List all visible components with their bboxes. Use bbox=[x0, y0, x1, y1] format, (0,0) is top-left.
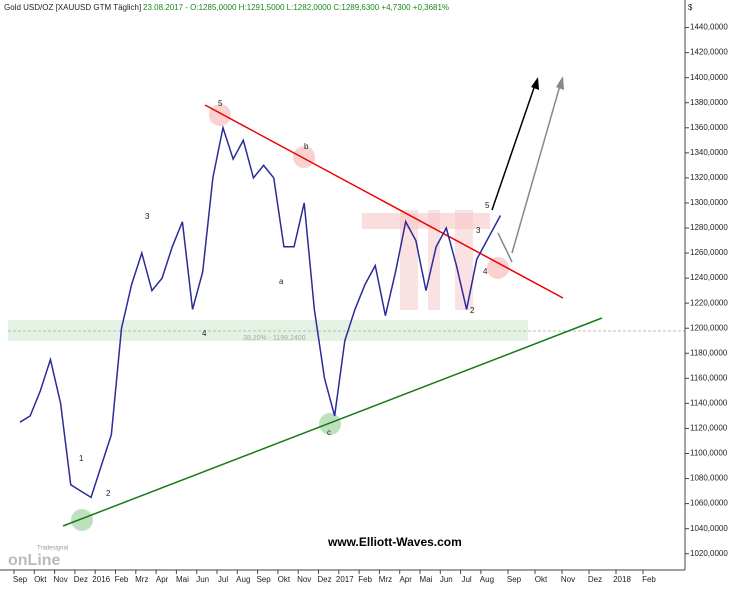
arrow bbox=[497, 232, 513, 263]
y-tick-label: 1240,0000 bbox=[690, 273, 728, 282]
y-tick-label: 1320,0000 bbox=[690, 173, 728, 182]
y-tick-label: 1160,0000 bbox=[690, 373, 728, 382]
y-tick-label: 1400,0000 bbox=[690, 73, 728, 82]
y-tick-label: 1300,0000 bbox=[690, 198, 728, 207]
resistance-line bbox=[204, 104, 564, 299]
x-tick-label: Okt bbox=[278, 575, 291, 584]
wave-label: 3 bbox=[476, 226, 481, 235]
x-tick-label: 2016 bbox=[92, 575, 110, 584]
arrow-head bbox=[531, 77, 539, 90]
arrow bbox=[511, 81, 562, 254]
x-tick-label: Mrz bbox=[135, 575, 148, 584]
price-line bbox=[19, 124, 502, 499]
x-tick-label: Dez bbox=[588, 575, 602, 584]
x-tick-label: Mrz bbox=[379, 575, 392, 584]
x-tick-label: Jul bbox=[461, 575, 471, 584]
marker bbox=[71, 509, 93, 531]
arrow-head bbox=[556, 76, 564, 90]
wave-label: 4 bbox=[202, 329, 207, 338]
y-tick-label: 1260,0000 bbox=[690, 248, 728, 257]
chart-title: Gold USD/OZ [XAUUSD GTM Täglich] bbox=[4, 3, 141, 12]
pattern-zone bbox=[428, 210, 440, 310]
pattern-zone bbox=[455, 210, 473, 310]
wave-label: 3 bbox=[145, 212, 150, 221]
x-tick-label: Apr bbox=[399, 575, 412, 584]
x-tick-label: Dez bbox=[74, 575, 88, 584]
wave-label: 5 bbox=[485, 201, 490, 210]
y-tick-label: 1380,0000 bbox=[690, 98, 728, 107]
x-tick-label: Okt bbox=[535, 575, 548, 584]
x-tick-label: Sep bbox=[507, 575, 522, 584]
marker bbox=[319, 413, 341, 435]
x-tick-label: Feb bbox=[358, 575, 372, 584]
wave-label: a bbox=[279, 277, 284, 286]
marker bbox=[293, 146, 315, 168]
wave-label: c bbox=[327, 428, 331, 437]
x-tick-label: Aug bbox=[236, 575, 250, 584]
x-tick-label: Okt bbox=[34, 575, 47, 584]
logo-small: Tradesignal bbox=[37, 546, 68, 552]
y-tick-label: 1060,0000 bbox=[690, 499, 728, 508]
x-tick-label: Nov bbox=[561, 575, 575, 584]
y-tick-label: 1360,0000 bbox=[690, 123, 728, 132]
y-tick-label: 1340,0000 bbox=[690, 148, 728, 157]
wave-label: 1 bbox=[79, 454, 84, 463]
y-tick-label: 1420,0000 bbox=[690, 48, 728, 57]
y-tick-label: 1180,0000 bbox=[690, 348, 728, 357]
y-tick-label: 1080,0000 bbox=[690, 474, 728, 483]
x-tick-label: Jun bbox=[196, 575, 209, 584]
x-tick-label: 2018 bbox=[613, 575, 631, 584]
y-tick-label: 1440,0000 bbox=[690, 23, 728, 32]
y-tick-label: 1100,0000 bbox=[690, 449, 728, 458]
annotation: 38,20% - 1198,2400 bbox=[243, 335, 306, 342]
x-tick-label: Nov bbox=[53, 575, 67, 584]
x-tick-label: Mai bbox=[420, 575, 433, 584]
x-tick-label: Apr bbox=[156, 575, 169, 584]
y-axis-label: $ bbox=[688, 3, 693, 12]
x-tick-label: Jun bbox=[440, 575, 453, 584]
wave-label: 5 bbox=[218, 99, 223, 108]
marker bbox=[487, 257, 509, 279]
wave-label: b bbox=[304, 142, 309, 151]
chart-subtitle: 23.08.2017 - O:1285,0000 H:1291,5000 L:1… bbox=[143, 3, 449, 12]
pattern-zone bbox=[400, 210, 418, 310]
arrow bbox=[491, 81, 537, 211]
logo: onLine bbox=[8, 552, 61, 569]
y-tick-label: 1280,0000 bbox=[690, 223, 728, 232]
x-tick-label: 2017 bbox=[336, 575, 354, 584]
x-tick-label: Sep bbox=[256, 575, 271, 584]
x-tick-label: Nov bbox=[297, 575, 311, 584]
support-line bbox=[62, 317, 603, 527]
y-tick-label: 1120,0000 bbox=[690, 424, 728, 433]
y-tick-label: 1140,0000 bbox=[690, 398, 728, 407]
x-tick-label: Mai bbox=[176, 575, 189, 584]
x-tick-label: Jul bbox=[218, 575, 228, 584]
y-tick-label: 1040,0000 bbox=[690, 524, 728, 533]
y-tick-label: 1200,0000 bbox=[690, 323, 728, 332]
x-tick-label: Feb bbox=[642, 575, 656, 584]
x-tick-label: Dez bbox=[317, 575, 331, 584]
x-tick-label: Feb bbox=[115, 575, 129, 584]
y-tick-label: 1220,0000 bbox=[690, 298, 728, 307]
x-tick-label: Sep bbox=[13, 575, 28, 584]
y-tick-label: 1020,0000 bbox=[690, 549, 728, 558]
annotation: www.Elliott-Waves.com bbox=[327, 535, 462, 549]
wave-label: 4 bbox=[483, 267, 488, 276]
x-tick-label: Aug bbox=[480, 575, 494, 584]
wave-label: 2 bbox=[470, 306, 475, 315]
wave-label: 2 bbox=[106, 489, 111, 498]
